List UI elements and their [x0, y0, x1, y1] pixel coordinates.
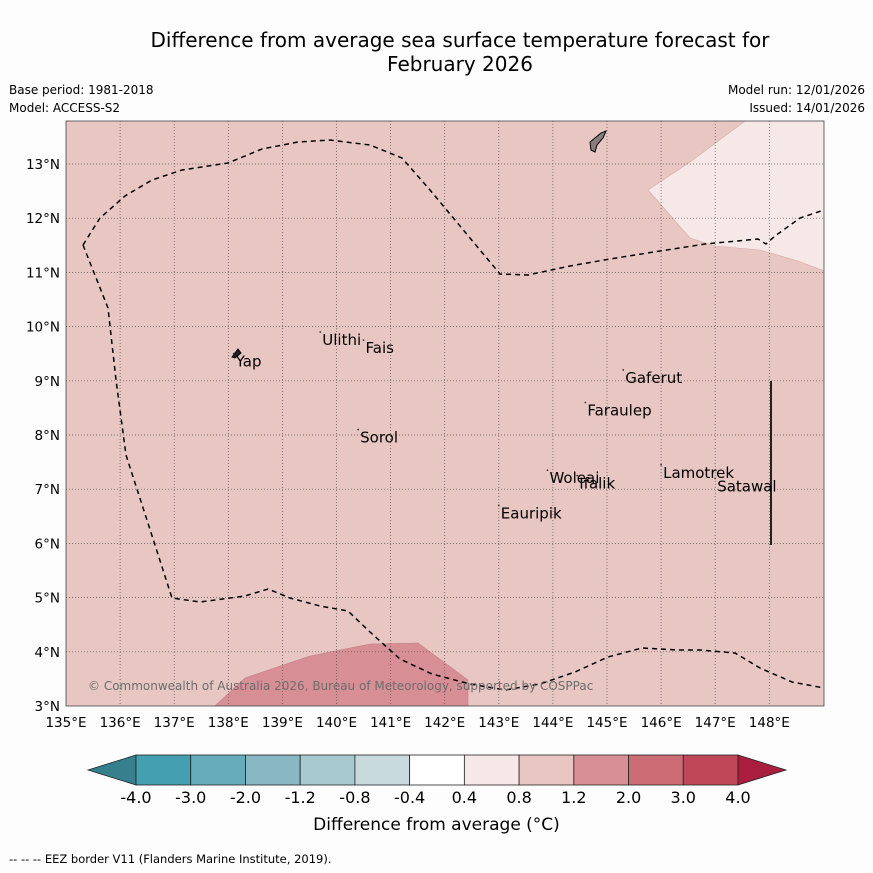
title-line-1: Difference from average sea surface temp… — [150, 28, 770, 52]
lon-tick-label: 145°E — [586, 715, 627, 731]
lon-tick-label: 136°E — [100, 715, 141, 731]
colorbar-segment — [190, 754, 246, 786]
colorbar-tick-label: 0.4 — [452, 788, 477, 807]
lat-tick-label: 9°N — [35, 374, 60, 390]
island-label: Fais — [366, 339, 395, 357]
lat-tick-label: 8°N — [35, 428, 60, 444]
model-name: Model: ACCESS-S2 — [9, 101, 121, 115]
footer-note: -- -- -- EEZ border V11 (Flanders Marine… — [9, 852, 332, 866]
lon-tick-label: 138°E — [208, 715, 249, 731]
lat-tick-label: 7°N — [35, 482, 60, 498]
colorbar-segment — [354, 754, 411, 786]
colorbar-tick-label: -3.0 — [175, 788, 206, 807]
island-label: Lamotrek — [663, 464, 734, 482]
colorbar-segment — [463, 754, 520, 786]
lat-tick-label: 12°N — [26, 211, 60, 227]
latitude-ticks: 3°N 4°N 5°N 6°N 7°N 8°N 9°N 10°N 11°N 12°N 13°N — [26, 157, 60, 715]
island-label: Yap — [235, 353, 262, 371]
base-period: Base period: 1981-2018 — [9, 83, 154, 97]
colorbar-tick-label: -1.2 — [285, 788, 316, 807]
lon-tick-label: 143°E — [478, 715, 519, 731]
island-label: Sorol — [360, 429, 398, 447]
anomaly-band-0.4-0.8 — [647, 121, 824, 272]
lat-tick-label: 5°N — [35, 591, 60, 607]
colorbar-segment — [299, 754, 356, 786]
island-marker — [362, 339, 365, 342]
colorbar-tick-label: 0.8 — [506, 788, 531, 807]
eez-border-north — [82, 139, 824, 276]
colorbar-segment — [518, 754, 575, 786]
colorbar-tick-label: -0.4 — [394, 788, 425, 807]
island-marker — [357, 428, 360, 431]
guam-island — [589, 130, 607, 153]
colorbar-tick-label: -4.0 — [120, 788, 151, 807]
colorbar: -4.0 -3.0 -2.0 -1.2 -0.8 -0.4 0.4 0.8 1.2 2.0 3.0 4… — [86, 754, 788, 807]
lon-tick-label: 142°E — [424, 715, 465, 731]
lat-tick-label: 10°N — [26, 320, 60, 336]
island-marker — [497, 504, 500, 507]
colorbar-segment — [682, 754, 739, 786]
lon-tick-label: 144°E — [532, 715, 573, 731]
lon-tick-label: 148°E — [749, 715, 790, 731]
colorbar-segment — [135, 754, 192, 786]
longitude-ticks: 135°E 136°E 137°E 138°E 139°E 140°E 141°E 142°E… — [45, 715, 789, 731]
island-label: Gaferut — [625, 369, 682, 387]
lat-tick-label: 6°N — [35, 536, 60, 552]
colorbar-segment — [573, 754, 629, 786]
colorbar-tick-label: -0.8 — [339, 788, 370, 807]
island-label: Satawal — [717, 477, 776, 495]
colorbar-tick-label: 1.2 — [561, 788, 586, 807]
meta-right: Model run: 12/01/2026 Issued: 14/01/2026 — [728, 81, 865, 117]
lon-tick-label: 137°E — [154, 715, 195, 731]
colorbar-segment — [245, 754, 301, 786]
island-label: Woleai — [549, 469, 599, 487]
anomaly-band-1.2-2.0 — [214, 642, 469, 706]
island-marker — [232, 352, 235, 355]
island-marker — [622, 369, 625, 371]
island-marker — [546, 469, 549, 472]
island-marker — [576, 474, 579, 477]
island-label: Faraulep — [587, 401, 651, 419]
map-plot-area: Yap Ulithi Fais Sorol Gaferut Faraulep WoleaiI… — [66, 121, 824, 706]
graticule — [66, 121, 824, 706]
island-marker — [584, 401, 587, 404]
island-marker — [319, 331, 322, 333]
meta-left: Base period: 1981-2018 Model: ACCESS-S2 — [9, 81, 154, 117]
copyright-text: © Commonwealth of Australia 2026, Bureau… — [88, 679, 593, 693]
lon-tick-label: 139°E — [262, 715, 303, 731]
model-run: Model run: 12/01/2026 — [727, 83, 865, 97]
lon-tick-label: 140°E — [316, 715, 357, 731]
chart-title: Difference from average sea surface temp… — [60, 28, 860, 76]
colorbar-tick-label: 2.0 — [616, 788, 641, 807]
island-marker — [660, 463, 662, 466]
yap-island-shape — [231, 348, 242, 359]
colorbar-label: Difference from average (°C) — [313, 815, 560, 835]
island-labels: Yap Ulithi Fais Sorol Gaferut Faraulep WoleaiI… — [232, 331, 777, 522]
colorbar-tick-label: 4.0 — [725, 788, 750, 807]
island-label: Eauripik — [501, 504, 562, 522]
lon-tick-label: 146°E — [641, 715, 682, 731]
lon-tick-label: 141°E — [370, 715, 411, 731]
colorbar-tick-label: -2.0 — [230, 788, 261, 807]
issued-date: Issued: 14/01/2026 — [749, 101, 865, 115]
lat-tick-label: 3°N — [35, 699, 60, 715]
island-label: Ulithi — [322, 331, 361, 349]
eez-border-south — [82, 244, 824, 691]
colorbar-tick-label: 3.0 — [671, 788, 696, 807]
lat-tick-label: 11°N — [26, 265, 60, 281]
lon-tick-label: 135°E — [45, 715, 86, 731]
lat-tick-label: 4°N — [35, 645, 60, 661]
colorbar-segment — [628, 754, 684, 786]
map-frame — [65, 120, 825, 707]
island-marker — [714, 477, 717, 480]
title-line-2: February 2026 — [387, 52, 533, 76]
lat-tick-label: 13°N — [26, 157, 60, 173]
island-label: Ifalik — [579, 475, 615, 493]
colorbar-extend-high — [737, 754, 788, 786]
lon-tick-label: 147°E — [695, 715, 736, 731]
colorbar-segment — [409, 754, 465, 786]
colorbar-extend-low — [86, 754, 137, 786]
